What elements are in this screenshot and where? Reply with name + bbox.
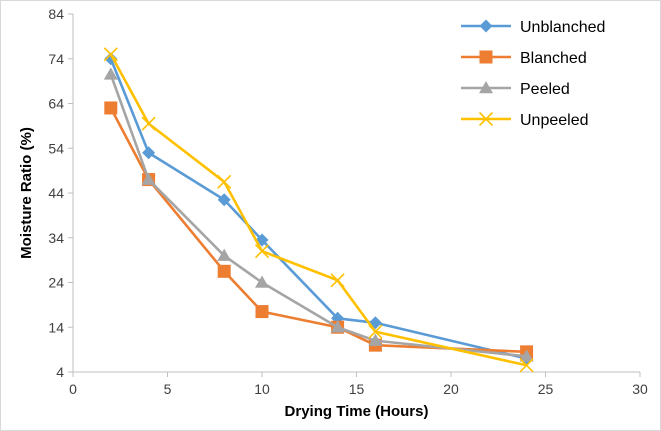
data-point-blanched: [217, 264, 231, 278]
y-tick-label: 24: [48, 275, 64, 291]
tick-labels: 0 5 10 15 20 25 30 4 14 24 34 44 54 64 74 84: [48, 6, 648, 397]
data-point-peeled: [368, 333, 383, 346]
data-point-blanched: [255, 305, 269, 319]
series-layer: [103, 47, 534, 373]
data-point-unpeeled: [368, 324, 383, 339]
legend-marker-unblanched: [479, 19, 493, 33]
legend-label-unblanched: Unblanched: [520, 19, 605, 36]
y-tick-label: 14: [48, 319, 64, 335]
data-point-unpeeled: [519, 358, 534, 373]
data-point-blanched: [104, 101, 118, 115]
legend-marker-blanched: [479, 50, 493, 64]
x-tick-label: 20: [443, 381, 459, 397]
y-tick-label: 64: [48, 96, 64, 112]
x-axis-title: Drying Time (Hours): [285, 403, 429, 420]
x-marker-stroke: [217, 174, 232, 189]
y-tick-label: 84: [48, 6, 64, 22]
x-tick-label: 25: [538, 381, 554, 397]
y-tick-label: 34: [48, 230, 64, 246]
x-marker-stroke: [330, 273, 345, 288]
y-tick-label: 74: [48, 51, 64, 67]
y-tick-label: 54: [48, 140, 64, 156]
x-marker-stroke: [519, 358, 534, 373]
legend-item-peeled: Peeled: [461, 81, 570, 98]
data-point-unpeeled: [217, 174, 232, 189]
data-point-unpeeled: [103, 47, 118, 62]
data-point-unblanched: [142, 146, 156, 160]
series-peeled: [103, 67, 534, 362]
x-marker-stroke: [478, 111, 494, 127]
y-tick-label: 44: [48, 185, 64, 201]
legend-label-unpeeled: Unpeeled: [520, 112, 589, 129]
data-point-unblanched: [217, 193, 231, 207]
x-tick-label: 30: [632, 381, 648, 397]
legend-marker-unpeeled: [478, 111, 494, 127]
data-point-peeled: [255, 275, 269, 288]
series-line-peeled: [109, 73, 527, 358]
legend-label-peeled: Peeled: [520, 81, 570, 98]
y-tick-label: 4: [56, 364, 64, 380]
legend: Unblanched Blanched Peeled Unpeeled: [461, 19, 605, 129]
legend-item-blanched: Blanched: [461, 50, 587, 67]
legend-item-unpeeled: Unpeeled: [461, 111, 589, 129]
legend-item-unblanched: Unblanched: [461, 19, 605, 36]
data-point-peeled: [330, 320, 345, 333]
x-tick-label: 5: [164, 381, 172, 397]
data-point-peeled: [141, 172, 156, 185]
x-tick-label: 15: [349, 381, 365, 397]
data-point-unpeeled: [330, 273, 345, 288]
x-tick-label: 10: [254, 381, 270, 397]
legend-marker-peeled: [479, 81, 493, 94]
x-marker-stroke: [141, 116, 156, 131]
data-point-peeled: [217, 248, 232, 261]
axes: [68, 13, 641, 377]
data-point-unpeeled: [254, 244, 270, 259]
x-marker-stroke: [103, 47, 118, 62]
series-unblanched: [104, 52, 534, 366]
legend-label-blanched: Blanched: [520, 50, 587, 67]
data-point-unpeeled: [141, 116, 156, 131]
data-point-peeled: [519, 349, 534, 362]
x-tick-label: 0: [69, 381, 77, 397]
series-unpeeled: [103, 47, 534, 373]
data-point-peeled: [103, 67, 118, 80]
y-axis-title: Moisture Ratio (%): [18, 127, 35, 259]
x-marker-stroke: [254, 244, 270, 259]
x-marker-stroke: [368, 324, 383, 339]
